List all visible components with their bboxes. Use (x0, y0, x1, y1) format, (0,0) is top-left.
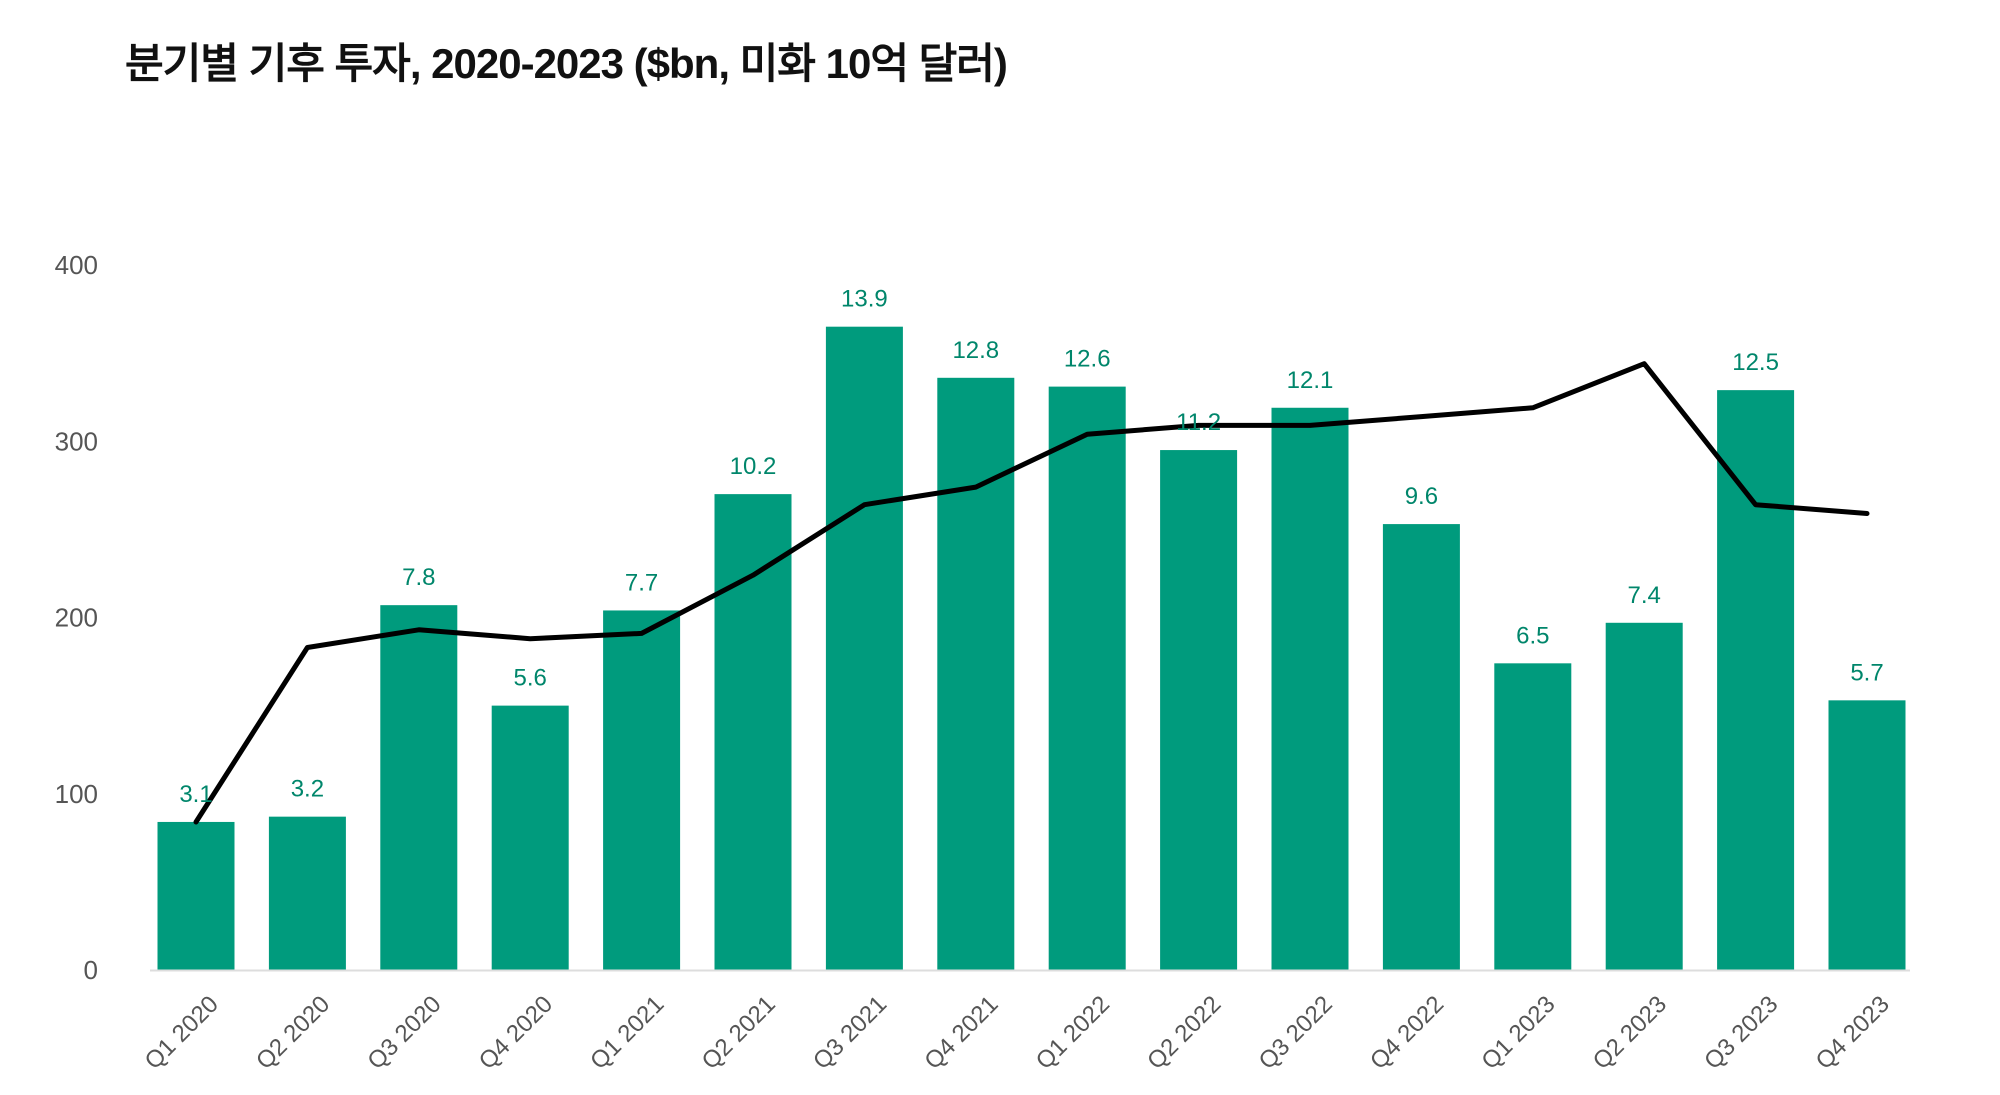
x-tick-label: Q3 2021 (808, 991, 892, 1075)
bar (825, 326, 903, 970)
bar (1605, 622, 1683, 970)
x-axis-ticks: Q1 2020 Q2 2020 Q3 2020 Q4 2020 Q1 2021 Q2 20… (140, 991, 1895, 1075)
bar (937, 377, 1015, 970)
data-label: 10.2 (730, 453, 777, 480)
data-labels: 3.1 3.2 7.8 5.6 7.7 10.2 13.9 12.8 12.6 11.2 12.1 9… (179, 286, 1883, 808)
bars (157, 326, 1906, 970)
bar (491, 705, 569, 970)
bar (714, 494, 792, 970)
y-tick-label: 300 (55, 426, 98, 456)
bar (603, 610, 681, 970)
x-tick-label: Q1 2022 (1031, 991, 1115, 1075)
x-tick-label: Q1 2021 (585, 991, 669, 1075)
x-tick-label: Q2 2023 (1588, 991, 1672, 1075)
data-label: 7.7 (625, 569, 658, 596)
data-label: 3.1 (179, 781, 212, 808)
data-label: 7.4 (1628, 582, 1661, 609)
x-tick-label: Q3 2022 (1254, 991, 1338, 1075)
x-tick-label: Q4 2021 (919, 991, 1003, 1075)
data-label: 5.6 (514, 665, 547, 692)
bar (380, 605, 458, 970)
x-tick-label: Q2 2022 (1142, 991, 1226, 1075)
x-tick-label: Q1 2020 (140, 991, 224, 1075)
bar (1271, 407, 1349, 970)
data-label: 7.8 (402, 564, 435, 591)
y-tick-label: 100 (55, 779, 98, 809)
data-label: 6.5 (1516, 622, 1549, 649)
x-tick-label: Q2 2021 (697, 991, 781, 1075)
x-tick-label: Q4 2023 (1811, 991, 1895, 1075)
bar (1494, 663, 1572, 970)
x-tick-label: Q3 2020 (362, 991, 446, 1075)
data-label: 9.6 (1405, 483, 1438, 510)
line-series (193, 361, 1870, 825)
data-label: 5.7 (1850, 659, 1883, 686)
y-axis-ticks: 0 100 200 300 400 (55, 250, 98, 985)
y-tick-label: 200 (55, 603, 98, 633)
bar (268, 816, 346, 970)
x-tick-label: Q4 2022 (1365, 991, 1449, 1075)
data-label: 13.9 (841, 286, 888, 313)
y-tick-label: 0 (84, 955, 98, 985)
x-tick-label: Q4 2020 (474, 991, 558, 1075)
bar (1160, 450, 1238, 970)
bar (1382, 524, 1460, 970)
chart-title: 분기별 기후 투자, 2020-2023 ($bn, 미화 10억 달러) (125, 40, 1008, 87)
x-tick-label: Q3 2023 (1699, 991, 1783, 1075)
bar (1717, 390, 1795, 970)
bar (1048, 386, 1126, 970)
x-tick-label: Q2 2020 (251, 991, 335, 1075)
data-label: 12.1 (1287, 367, 1334, 394)
data-label: 3.2 (291, 776, 324, 803)
x-tick-label: Q1 2023 (1476, 991, 1560, 1075)
bar (157, 821, 235, 970)
bar (1828, 700, 1906, 970)
data-label: 11.2 (1176, 409, 1221, 436)
data-label: 12.8 (952, 337, 999, 364)
data-label: 12.6 (1064, 346, 1111, 373)
y-tick-label: 400 (55, 250, 98, 280)
series-line (193, 361, 1870, 825)
data-label: 12.5 (1732, 349, 1779, 376)
